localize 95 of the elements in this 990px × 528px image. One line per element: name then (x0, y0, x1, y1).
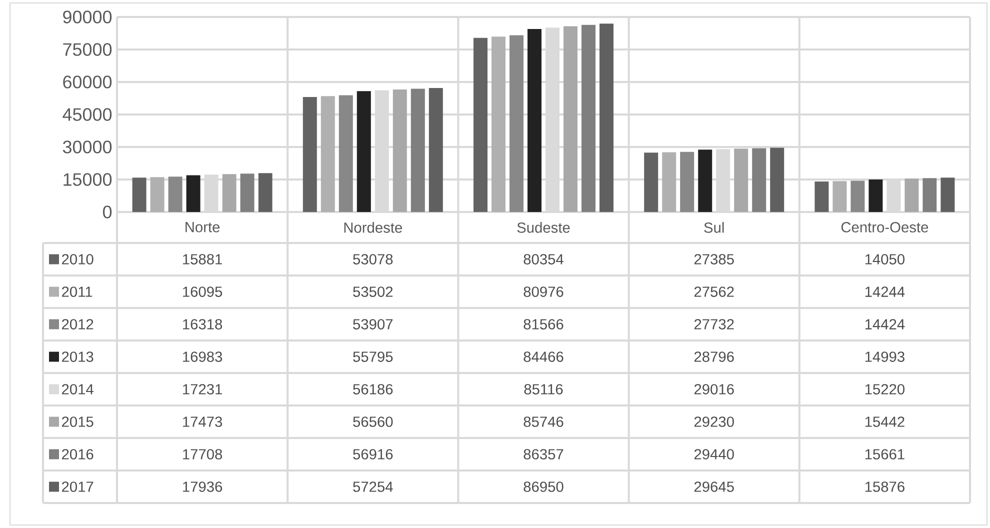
bar (734, 148, 748, 212)
data-label: 56560 (353, 416, 393, 427)
bar (150, 177, 164, 212)
data-label: 15220 (865, 384, 904, 394)
bar (922, 178, 937, 212)
bar (222, 174, 236, 212)
y-tick-label: 45000 (62, 108, 112, 121)
data-label: 29645 (694, 482, 734, 492)
bar (564, 26, 578, 212)
bar (698, 150, 712, 212)
x-tick-label: Sudeste (517, 222, 570, 233)
bar (770, 148, 784, 212)
bar (644, 152, 658, 212)
data-label: 86357 (524, 449, 564, 460)
bar (510, 35, 524, 212)
data-label: 55795 (353, 352, 393, 362)
y-tick-label: 90000 (63, 10, 112, 24)
data-label: 16318 (183, 319, 222, 330)
data-label: 81566 (524, 319, 564, 330)
legend-label: 2011 (62, 286, 92, 297)
bar (320, 96, 335, 212)
data-label: 17708 (183, 449, 222, 460)
data-label: 57254 (353, 482, 393, 492)
data-label: 29440 (694, 449, 734, 460)
data-label: 28796 (694, 352, 734, 362)
data-label: 29016 (694, 384, 734, 394)
data-label: 53078 (353, 254, 393, 264)
data-label: 17231 (183, 384, 222, 394)
data-label: 16095 (183, 286, 222, 297)
bar (186, 175, 200, 212)
y-tick-label: 30000 (62, 140, 112, 154)
x-tick-label: Sul (704, 222, 724, 233)
data-label: 16983 (183, 352, 222, 362)
data-label: 14050 (865, 254, 904, 264)
data-label: 80976 (524, 286, 564, 297)
data-label: 17473 (183, 416, 222, 427)
y-tick-label: 75000 (63, 43, 112, 56)
legend-label: 2014 (62, 384, 94, 394)
data-label: 17936 (183, 482, 222, 492)
data-label: 14993 (865, 352, 904, 362)
data-label: 29230 (694, 416, 734, 427)
bar (338, 95, 353, 212)
legend-label: 2010 (62, 254, 94, 264)
bar (814, 182, 829, 212)
bar (904, 178, 919, 212)
bar (940, 178, 955, 212)
data-label: 15881 (183, 254, 222, 264)
bar (132, 178, 146, 212)
bar (528, 29, 542, 212)
bar (428, 88, 443, 212)
bar (832, 181, 847, 212)
bar (680, 152, 694, 212)
bar (392, 89, 407, 212)
y-tick-label: 60000 (63, 76, 112, 88)
bar (850, 180, 865, 212)
bar (582, 24, 596, 212)
bar (474, 38, 488, 212)
data-label: 14244 (865, 286, 905, 297)
data-label: 15661 (865, 449, 904, 460)
bar (492, 36, 506, 212)
data-label: 85746 (524, 416, 564, 427)
bar (240, 174, 254, 212)
legend-label: 2013 (62, 352, 94, 362)
data-label: 53907 (353, 319, 393, 330)
legend-label: 2017 (62, 482, 94, 492)
x-tick-label: Nordeste (344, 222, 402, 233)
bar (662, 152, 676, 212)
bar (600, 24, 614, 212)
bar (410, 88, 425, 212)
data-label: 15876 (865, 482, 904, 492)
data-label: 84466 (524, 352, 564, 362)
legend-label: 2012 (62, 319, 94, 330)
y-tick-label: 15000 (64, 173, 112, 186)
x-tick-label: Norte (186, 222, 220, 232)
bar (258, 173, 272, 212)
data-label: 85116 (524, 384, 563, 394)
data-label: 27385 (694, 254, 734, 264)
bar (356, 91, 371, 212)
legend-label: 2015 (62, 416, 94, 427)
bar (868, 180, 883, 212)
bar (752, 148, 766, 212)
data-label: 15442 (865, 416, 904, 427)
data-label: 56916 (353, 449, 393, 460)
legend-label: 2016 (62, 449, 94, 460)
data-label: 86950 (524, 482, 564, 492)
x-tick-label: Centro-Oeste (841, 222, 928, 232)
data-label: 14424 (865, 319, 905, 330)
bar (168, 176, 182, 212)
bar (302, 97, 317, 212)
data-label: 27732 (694, 319, 734, 330)
data-label: 56186 (353, 384, 393, 394)
data-label: 53502 (353, 286, 393, 297)
data-label: 27562 (694, 286, 734, 297)
data-label: 80354 (524, 254, 564, 264)
y-tick-label: 0 (102, 206, 112, 218)
